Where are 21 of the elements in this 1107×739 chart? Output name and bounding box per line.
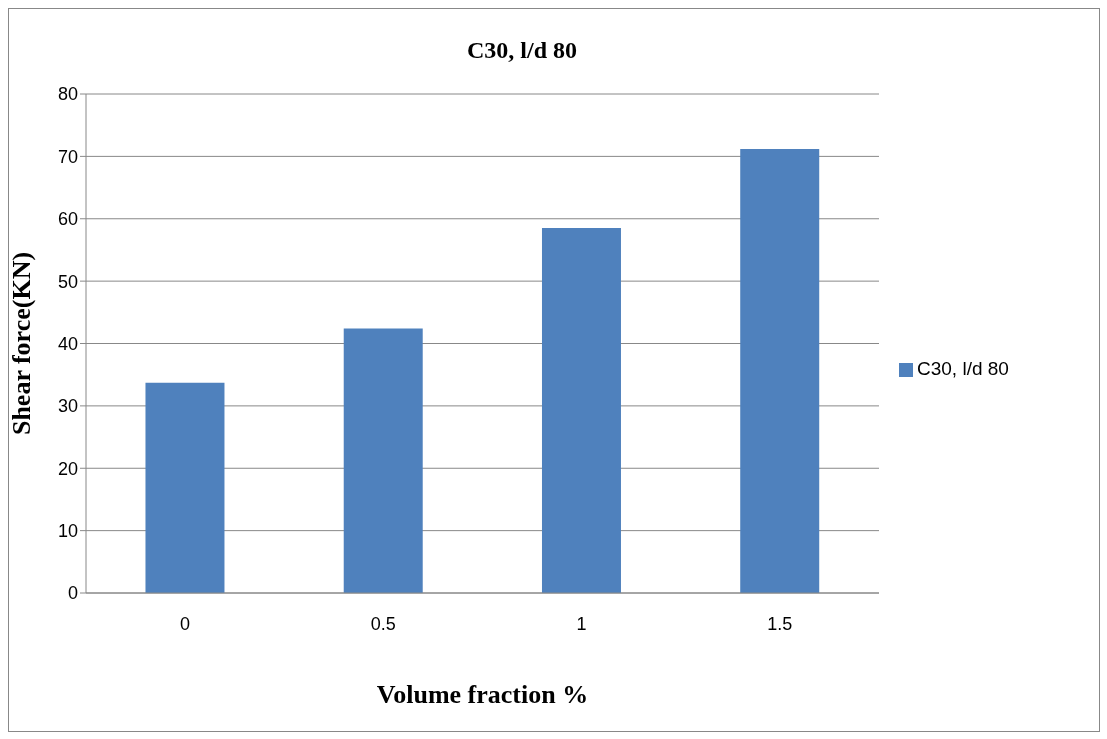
bar <box>343 328 423 593</box>
y-tick-label: 50 <box>57 271 78 292</box>
x-axis-title: Volume fraction % <box>376 680 589 709</box>
y-tick-label: 10 <box>57 521 78 542</box>
y-tick-label: 80 <box>57 84 78 105</box>
y-tick-label: 0 <box>67 583 78 604</box>
bar <box>740 148 820 593</box>
y-tick-label: 70 <box>57 146 78 167</box>
y-axis-title: Shear force(KN) <box>7 251 37 436</box>
x-tick-label: 1 <box>576 613 587 634</box>
y-tick-label: 20 <box>57 458 78 479</box>
x-tick-label: 0 <box>180 613 191 634</box>
y-tick-label: 60 <box>57 209 78 230</box>
legend-label: C30, l/d 80 <box>917 358 1009 379</box>
bar <box>541 228 621 593</box>
y-tick-label: 30 <box>57 396 78 417</box>
chart-title: C30, l/d 80 <box>466 37 578 64</box>
x-tick-label: 0.5 <box>370 613 396 634</box>
x-tick-label: 1.5 <box>767 613 793 634</box>
bar <box>145 382 225 593</box>
y-tick-label: 40 <box>57 333 78 354</box>
